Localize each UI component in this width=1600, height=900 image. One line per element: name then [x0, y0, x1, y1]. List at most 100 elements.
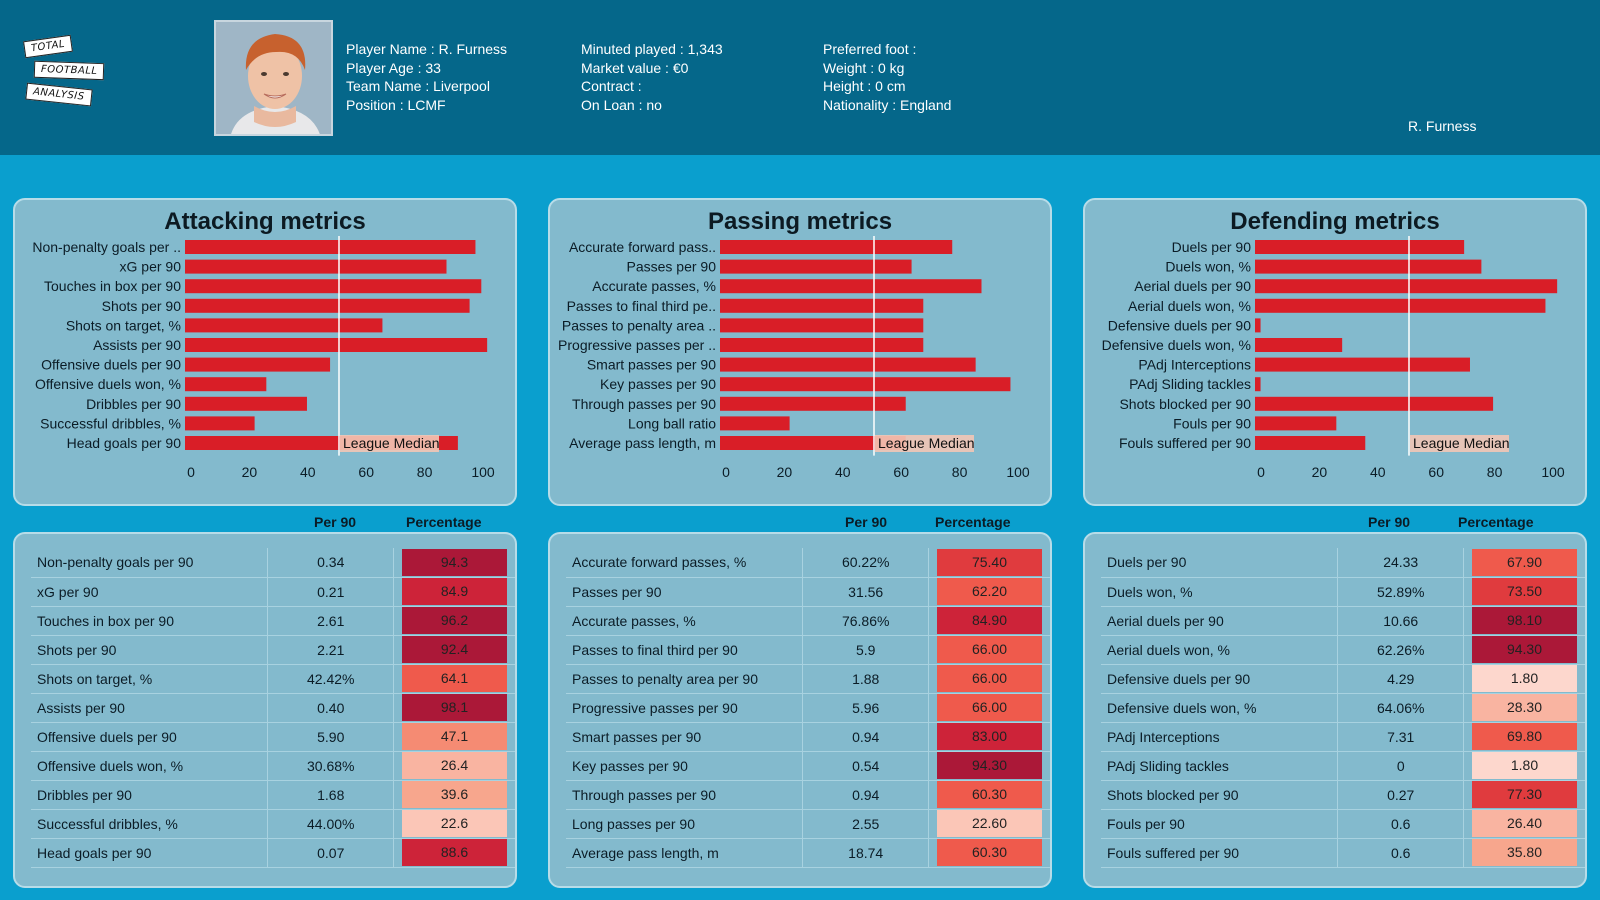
player-info-col-3: Preferred foot : Weight : 0 kg Height : …: [823, 40, 951, 114]
percentage-cell: 64.1: [393, 664, 515, 694]
per90-cell: 0: [1337, 751, 1464, 781]
defending-table-row: PAdj Sliding tackles 0 1.80: [1101, 751, 1585, 781]
passing-bar-label: Long ball ratio: [628, 415, 716, 431]
attacking-bar: [185, 318, 383, 333]
passing-table-row: Progressive passes per 90 5.96 66.00: [566, 693, 1050, 723]
percentage-value: 35.80: [1471, 839, 1577, 866]
attacking-bar: [185, 298, 470, 313]
per90-cell: 5.96: [802, 693, 929, 723]
passing-bar: [720, 298, 924, 313]
per90-cell: 24.33: [1337, 548, 1464, 578]
per90-cell: 0.94: [802, 722, 929, 752]
header: TOTAL FOOTBALL ANALYSIS Player Name : R.…: [0, 0, 1600, 155]
percentage-cell: 94.30: [1463, 635, 1585, 665]
percentage-value: 98.10: [1471, 607, 1577, 634]
percentage-cell: 60.30: [928, 838, 1050, 868]
defending-bar-label: Duels won, %: [1165, 259, 1251, 275]
percentage-cell: 62.20: [928, 577, 1050, 607]
passing-bar-chart: Accurate forward pass.. Passes per 90 Accu…: [558, 236, 1030, 480]
per90-cell: 2.61: [267, 606, 395, 636]
percentage-cell: 94.3: [393, 548, 515, 578]
per90-cell: 0.40: [267, 693, 395, 723]
attacking-bar-label: Shots per 90: [102, 298, 182, 314]
passing-percentage-header: Percentage: [935, 514, 1011, 530]
attacking-x-tick: 100: [471, 464, 495, 480]
player-info-col-1: Player Name : R. Furness Player Age : 33…: [346, 40, 507, 114]
defending-bar: [1255, 298, 1546, 313]
defending-bar-label: Shots blocked per 90: [1119, 396, 1251, 412]
defending-bar: [1255, 396, 1494, 411]
metric-name-cell: Dribbles per 90: [31, 780, 268, 810]
attacking-table-row: Non-penalty goals per 90 0.34 94.3: [31, 548, 515, 578]
passing-table-row: Passes to penalty area per 90 1.88 66.00: [566, 664, 1050, 694]
corner-player-name: R. Furness: [1408, 118, 1477, 134]
percentage-value: 66.00: [936, 694, 1042, 721]
metric-name-cell: Through passes per 90: [566, 780, 803, 810]
per90-cell: 0.94: [802, 780, 929, 810]
defending-median-label: League Median: [1413, 435, 1510, 451]
passing-table-row: Average pass length, m 18.74 60.30: [566, 838, 1050, 868]
attacking-table-panel: Non-penalty goals per 90 0.34 94.3 xG per 9…: [13, 532, 517, 888]
attacking-chart-panel: Attacking metrics Non-penalty goals per …: [13, 198, 517, 506]
defending-x-tick: 40: [1370, 464, 1386, 480]
percentage-value: 28.30: [1471, 694, 1577, 721]
per90-cell: 2.55: [802, 809, 929, 839]
per90-cell: 0.6: [1337, 809, 1464, 839]
defending-chart-title: Defending metrics: [1230, 208, 1440, 235]
percentage-cell: 92.4: [393, 635, 515, 665]
percentage-value: 73.50: [1471, 578, 1577, 605]
metric-name-cell: Aerial duels won, %: [1101, 635, 1338, 665]
percentage-cell: 66.00: [928, 635, 1050, 665]
passing-bar-label: Key passes per 90: [600, 376, 716, 392]
percentage-value: 88.6: [402, 839, 507, 866]
attacking-table-row: Head goals per 90 0.07 88.6: [31, 838, 515, 868]
per90-cell: 5.9: [802, 635, 929, 665]
attacking-percentage-header: Percentage: [406, 514, 482, 530]
contract: Contract :: [581, 78, 642, 94]
passing-bar: [720, 240, 953, 254]
attacking-median-label: League Median: [343, 435, 440, 451]
defending-table-row: Duels won, % 52.89% 73.50: [1101, 577, 1585, 607]
defending-table-row: Shots blocked per 90 0.27 77.30: [1101, 780, 1585, 810]
defending-median-label-box: [1410, 435, 1509, 452]
defending-chart-panel: Defending metrics Duels per 90 Duels won,…: [1083, 198, 1587, 506]
defending-bar: [1255, 416, 1337, 431]
passing-table-row: Accurate forward passes, % 60.22% 75.40: [566, 548, 1050, 578]
metric-name-cell: Offensive duels per 90: [31, 722, 268, 752]
metric-name-cell: Fouls suffered per 90: [1101, 838, 1338, 868]
passing-bar: [720, 318, 924, 333]
defending-table: Duels per 90 24.33 67.90 Duels won, % 52.89%…: [1101, 548, 1585, 868]
percentage-cell: 26.4: [393, 751, 515, 781]
percentage-cell: 60.30: [928, 780, 1050, 810]
percentage-value: 75.40: [936, 548, 1042, 576]
percentage-value: 22.6: [402, 810, 507, 837]
metric-name-cell: Aerial duels per 90: [1101, 606, 1338, 636]
passing-x-tick: 60: [893, 464, 909, 480]
attacking-bar-label: Touches in box per 90: [44, 278, 181, 294]
attacking-bar-label: Dribbles per 90: [86, 396, 181, 412]
defending-bar: [1255, 338, 1343, 352]
metric-name-cell: Defensive duels won, %: [1101, 693, 1338, 723]
passing-table-row: Long passes per 90 2.55 22.60: [566, 809, 1050, 839]
per90-cell: 1.68: [267, 780, 395, 810]
defending-table-row: Defensive duels per 90 4.29 1.80: [1101, 664, 1585, 694]
per90-cell: 31.56: [802, 577, 929, 607]
passing-table-row: Accurate passes, % 76.86% 84.90: [566, 606, 1050, 636]
percentage-cell: 84.9: [393, 577, 515, 607]
passing-median-label-box: [875, 435, 974, 452]
attacking-table: Non-penalty goals per 90 0.34 94.3 xG per 9…: [31, 548, 515, 868]
attacking-bar: [185, 240, 476, 254]
percentage-cell: 75.40: [928, 548, 1050, 578]
defending-bar: [1255, 436, 1366, 450]
attacking-table-row: Assists per 90 0.40 98.1: [31, 693, 515, 723]
percentage-value: 22.60: [936, 810, 1042, 837]
passing-bar-label: Average pass length, m: [569, 435, 716, 451]
passing-x-tick: 20: [777, 464, 793, 480]
attacking-chart-title: Attacking metrics: [164, 208, 366, 235]
passing-chart-title: Passing metrics: [707, 208, 893, 235]
attacking-bar-label: Head goals per 90: [67, 435, 182, 451]
passing-median-label: League Median: [878, 435, 975, 451]
passing-table-row: Key passes per 90 0.54 94.30: [566, 751, 1050, 781]
defending-table-row: Aerial duels per 90 10.66 98.10: [1101, 606, 1585, 636]
percentage-value: 94.3: [402, 548, 507, 576]
